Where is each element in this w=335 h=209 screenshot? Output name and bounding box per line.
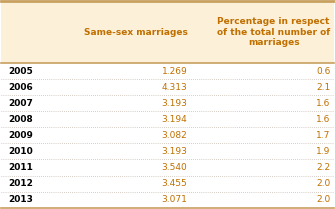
Text: 1.6: 1.6 [316, 115, 330, 124]
Text: 4.313: 4.313 [162, 83, 188, 92]
Text: 2.0: 2.0 [316, 179, 330, 188]
Text: 2007: 2007 [8, 99, 33, 108]
Text: 2005: 2005 [8, 67, 33, 76]
Text: 2010: 2010 [8, 147, 33, 156]
Text: 1.6: 1.6 [316, 99, 330, 108]
Text: Same-sex marriages: Same-sex marriages [83, 28, 188, 37]
Text: 1.9: 1.9 [316, 147, 330, 156]
Text: 2.2: 2.2 [316, 163, 330, 172]
Text: 3.193: 3.193 [161, 99, 188, 108]
Text: 2012: 2012 [8, 179, 33, 188]
Text: 3.455: 3.455 [162, 179, 188, 188]
Text: 2009: 2009 [8, 131, 33, 140]
Text: 3.194: 3.194 [162, 115, 188, 124]
Text: 3.082: 3.082 [162, 131, 188, 140]
Text: 2008: 2008 [8, 115, 33, 124]
Text: 1.269: 1.269 [162, 67, 188, 76]
Text: 2006: 2006 [8, 83, 33, 92]
Text: 2.0: 2.0 [316, 195, 330, 204]
Text: 3.071: 3.071 [161, 195, 188, 204]
Text: 2.1: 2.1 [316, 83, 330, 92]
Text: 1.7: 1.7 [316, 131, 330, 140]
Text: 3.540: 3.540 [162, 163, 188, 172]
FancyBboxPatch shape [1, 1, 334, 63]
Text: 2011: 2011 [8, 163, 33, 172]
Text: Percentage in respect
of the total number of
marriages: Percentage in respect of the total numbe… [217, 17, 330, 47]
Text: 2013: 2013 [8, 195, 33, 204]
Text: 0.6: 0.6 [316, 67, 330, 76]
Text: 3.193: 3.193 [161, 147, 188, 156]
